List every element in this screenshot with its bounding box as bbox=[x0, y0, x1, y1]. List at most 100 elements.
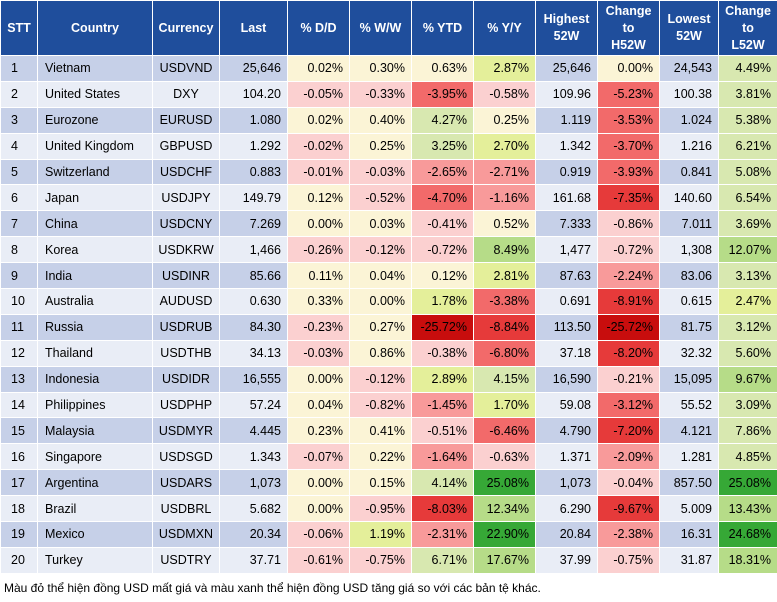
cell-low: 24,543 bbox=[659, 55, 719, 82]
cell-ytd: -25.72% bbox=[411, 313, 474, 341]
cell-dd: 0.00% bbox=[287, 365, 350, 393]
cell-last: 84.30 bbox=[219, 313, 288, 341]
cell-high: 87.63 bbox=[535, 262, 598, 290]
cell-ww: -0.52% bbox=[349, 184, 412, 212]
cell-ww: 0.41% bbox=[349, 417, 412, 445]
cell-currency: USDKRW bbox=[152, 236, 220, 264]
cell-ww: 0.86% bbox=[349, 339, 412, 367]
cell-stt: 14 bbox=[0, 391, 38, 419]
cell-dd: -0.03% bbox=[287, 339, 350, 367]
cell-low: 31.87 bbox=[659, 546, 719, 574]
cell-last: 7.269 bbox=[219, 210, 288, 238]
cell-country: Russia bbox=[37, 313, 153, 341]
cell-currency: USDBRL bbox=[152, 495, 220, 523]
cell-currency: USDVND bbox=[152, 55, 220, 82]
cell-country: Korea bbox=[37, 236, 153, 264]
cell-dd: -0.26% bbox=[287, 236, 350, 264]
cell-high: 1.119 bbox=[535, 106, 598, 134]
cell-stt: 15 bbox=[0, 417, 38, 445]
cell-country: Argentina bbox=[37, 469, 153, 497]
cell-stt: 3 bbox=[0, 106, 38, 134]
cell-last: 57.24 bbox=[219, 391, 288, 419]
cell-ytd: -1.64% bbox=[411, 443, 474, 471]
cell-yy: -0.63% bbox=[473, 443, 536, 471]
cell-yy: 2.81% bbox=[473, 262, 536, 290]
table-row: 10 Australia AUDUSD 0.630 0.33% 0.00% 1.78% -3.… bbox=[0, 288, 777, 315]
col-header-low: Lowest 52W bbox=[659, 0, 719, 56]
cell-currency: USDTRY bbox=[152, 546, 220, 574]
cell-ww: -0.03% bbox=[349, 158, 412, 186]
col-header-high: Highest 52W bbox=[535, 0, 598, 56]
cell-ytd: -4.70% bbox=[411, 184, 474, 212]
cell-chg-low: 5.08% bbox=[718, 158, 777, 186]
cell-low: 5.009 bbox=[659, 495, 719, 523]
table-row: 8 Korea USDKRW 1,466 -0.26% -0.12% -0.72% 8.49%… bbox=[0, 236, 777, 264]
cell-currency: GBPUSD bbox=[152, 132, 220, 160]
cell-currency: USDMYR bbox=[152, 417, 220, 445]
cell-chg-high: -8.91% bbox=[597, 288, 660, 315]
cell-low: 4.121 bbox=[659, 417, 719, 445]
cell-stt: 20 bbox=[0, 546, 38, 574]
cell-currency: USDIDR bbox=[152, 365, 220, 393]
cell-ytd: -0.41% bbox=[411, 210, 474, 238]
cell-dd: 0.11% bbox=[287, 262, 350, 290]
cell-ytd: -2.31% bbox=[411, 521, 474, 548]
cell-high: 1.342 bbox=[535, 132, 598, 160]
cell-dd: 0.00% bbox=[287, 495, 350, 523]
cell-ytd: 0.12% bbox=[411, 262, 474, 290]
cell-low: 83.06 bbox=[659, 262, 719, 290]
cell-high: 109.96 bbox=[535, 80, 598, 108]
cell-high: 20.84 bbox=[535, 521, 598, 548]
cell-country: Vietnam bbox=[37, 55, 153, 82]
cell-last: 1,466 bbox=[219, 236, 288, 264]
cell-low: 857.50 bbox=[659, 469, 719, 497]
cell-high: 6.290 bbox=[535, 495, 598, 523]
cell-yy: 1.70% bbox=[473, 391, 536, 419]
cell-low: 140.60 bbox=[659, 184, 719, 212]
cell-low: 1.024 bbox=[659, 106, 719, 134]
cell-ww: -0.12% bbox=[349, 236, 412, 264]
cell-dd: 0.33% bbox=[287, 288, 350, 315]
table-row: 13 Indonesia USDIDR 16,555 0.00% -0.12% 2.89% 4… bbox=[0, 365, 777, 393]
cell-dd: 0.00% bbox=[287, 210, 350, 238]
cell-chg-high: -3.12% bbox=[597, 391, 660, 419]
cell-last: 0.883 bbox=[219, 158, 288, 186]
cell-last: 85.66 bbox=[219, 262, 288, 290]
cell-yy: 25.08% bbox=[473, 469, 536, 497]
col-header-stt: STT bbox=[0, 0, 38, 56]
cell-ww: 0.00% bbox=[349, 288, 412, 315]
cell-chg-high: -8.20% bbox=[597, 339, 660, 367]
cell-high: 1,477 bbox=[535, 236, 598, 264]
col-header-last: Last bbox=[219, 0, 288, 56]
cell-ytd: -0.72% bbox=[411, 236, 474, 264]
cell-low: 1,308 bbox=[659, 236, 719, 264]
table-row: 5 Switzerland USDCHF 0.883 -0.01% -0.03% -2.65… bbox=[0, 158, 777, 186]
cell-country: Malaysia bbox=[37, 417, 153, 445]
cell-chg-low: 5.38% bbox=[718, 106, 777, 134]
cell-dd: 0.00% bbox=[287, 469, 350, 497]
table-row: 1 Vietnam USDVND 25,646 0.02% 0.30% 0.63% 2.87%… bbox=[0, 55, 777, 82]
cell-yy: -3.38% bbox=[473, 288, 536, 315]
cell-last: 37.71 bbox=[219, 546, 288, 574]
cell-chg-high: -0.21% bbox=[597, 365, 660, 393]
col-header-chg-high: Change to H52W bbox=[597, 0, 660, 56]
col-header-chg-low: Change to L52W bbox=[718, 0, 777, 56]
cell-chg-high: -2.24% bbox=[597, 262, 660, 290]
col-header-ww: % W/W bbox=[349, 0, 412, 56]
table-row: 9 India USDINR 85.66 0.11% 0.04% 0.12% 2.81% 87.… bbox=[0, 262, 777, 290]
cell-high: 0.691 bbox=[535, 288, 598, 315]
cell-dd: -0.01% bbox=[287, 158, 350, 186]
table-row: 19 Mexico USDMXN 20.34 -0.06% 1.19% -2.31% 22.9… bbox=[0, 521, 777, 548]
footnote: Màu đỏ thể hiện đồng USD mất giá và màu … bbox=[4, 581, 541, 595]
col-header-yy: % Y/Y bbox=[473, 0, 536, 56]
cell-chg-high: -3.70% bbox=[597, 132, 660, 160]
cell-ww: 0.27% bbox=[349, 313, 412, 341]
cell-yy: -6.46% bbox=[473, 417, 536, 445]
cell-chg-low: 12.07% bbox=[718, 236, 777, 264]
header-row: STT Country Currency Last% D/D% W/W% YTD% Y… bbox=[0, 0, 777, 56]
cell-ytd: 4.14% bbox=[411, 469, 474, 497]
cell-ww: -0.12% bbox=[349, 365, 412, 393]
cell-stt: 5 bbox=[0, 158, 38, 186]
table-row: 14 Philippines USDPHP 57.24 0.04% -0.82% -1.45… bbox=[0, 391, 777, 419]
cell-country: Indonesia bbox=[37, 365, 153, 393]
